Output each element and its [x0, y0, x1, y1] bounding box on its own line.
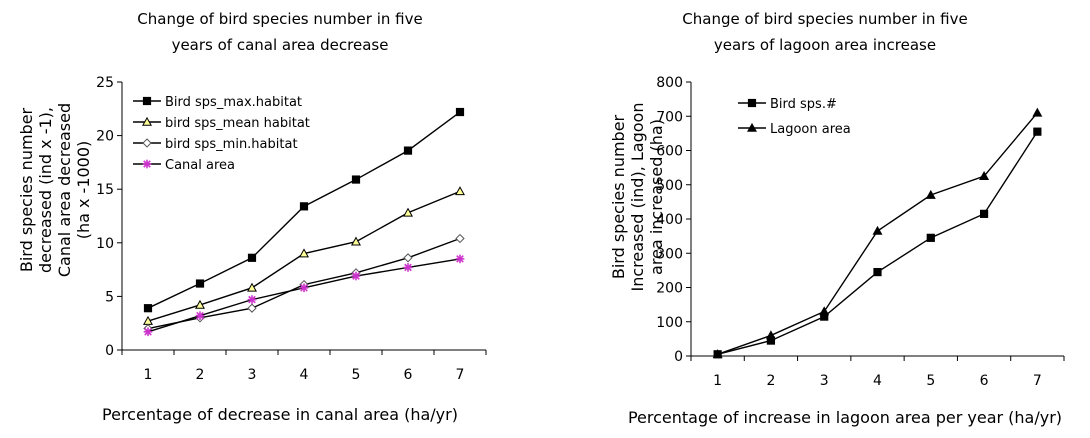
- data-point: [299, 283, 309, 293]
- x-axis-label: Percentage of decrease in canal area (ha…: [102, 405, 458, 424]
- x-axis-label: Percentage of increase in lagoon area pe…: [627, 408, 1063, 427]
- legend-marker: [142, 116, 152, 126]
- x-tick-label: 5: [352, 367, 361, 383]
- data-point: [143, 327, 153, 337]
- legend-marker: [142, 96, 152, 106]
- data-point: [247, 282, 257, 292]
- data-point: [873, 267, 882, 277]
- y-tick-label: 100: [656, 315, 683, 331]
- data-point: [195, 311, 205, 321]
- x-tick-label: 4: [300, 367, 309, 383]
- chart-canal-decrease: Change of bird species number in five ye…: [17, 6, 487, 424]
- data-point: [195, 279, 205, 288]
- data-point: [195, 299, 205, 309]
- x-tick-label: 1: [713, 373, 722, 389]
- x-tick-label: 6: [404, 367, 413, 383]
- y-tick-label: 10: [96, 236, 114, 252]
- legend-label: bird sps_mean habitat: [165, 116, 310, 131]
- data-point: [143, 304, 153, 313]
- chart-title: Change of bird species number in five ye…: [635, 6, 1015, 58]
- chart-title-line-2: years of lagoon area increase: [713, 36, 937, 54]
- legend-marker: [142, 159, 152, 169]
- data-point: [1033, 127, 1042, 136]
- y-tick-label: 200: [656, 281, 683, 297]
- chart-title-line-1: Change of bird species number in five: [682, 10, 968, 28]
- legend-marker: [747, 98, 757, 108]
- data-point: [299, 248, 309, 258]
- x-tick-label: 4: [873, 373, 882, 389]
- data-point: [403, 207, 413, 217]
- series-line: [147, 258, 461, 333]
- legend-label: bird sps_min.habitat: [165, 137, 298, 152]
- y-tick-label: 600: [656, 144, 683, 160]
- x-tick-label: 3: [820, 373, 829, 389]
- data-point: [455, 186, 465, 196]
- data-point: [351, 271, 361, 281]
- y-tick-label: 700: [656, 109, 683, 125]
- y-tick-label: 0: [674, 349, 683, 365]
- data-point: [403, 146, 413, 155]
- data-point: [872, 225, 883, 235]
- legend-marker: [747, 122, 757, 132]
- chart-lagoon-increase: Change of bird species number in five ye…: [545, 0, 1090, 438]
- series-line: [717, 131, 1038, 355]
- y-tick-label: 300: [656, 246, 683, 262]
- x-tick-label: 6: [980, 373, 989, 389]
- data-point: [455, 107, 465, 117]
- data-point: [299, 202, 309, 211]
- data-point: [351, 236, 361, 246]
- y-tick-label: 800: [656, 75, 683, 91]
- legend-label: Canal area: [165, 158, 235, 173]
- legend-label: Lagoon area: [770, 122, 851, 137]
- x-tick-label: 1: [144, 367, 153, 383]
- x-tick-label: 7: [456, 367, 465, 383]
- x-tick-label: 2: [196, 367, 205, 383]
- y-tick-label: 25: [96, 75, 114, 91]
- legend-marker: [142, 138, 152, 148]
- data-point: [1032, 107, 1043, 117]
- data-point: [925, 189, 936, 199]
- data-point: [247, 253, 257, 262]
- data-point: [403, 263, 413, 272]
- data-point: [979, 209, 989, 218]
- x-tick-label: 5: [926, 373, 935, 389]
- x-tick-label: 2: [766, 373, 775, 389]
- data-point: [455, 233, 465, 244]
- x-tick-label: 3: [248, 367, 257, 383]
- x-tick-label: 7: [1033, 373, 1042, 389]
- data-point: [819, 306, 830, 316]
- y-tick-label: 20: [96, 129, 114, 145]
- plot-area: 0 100 200 300 400 500 600 700 800 1 2 3 4 5 6 7 Bird sps…: [656, 75, 1065, 389]
- y-tick-label: 500: [656, 178, 683, 194]
- data-point: [979, 171, 990, 180]
- chart-title-line-2: years of canal area decrease: [171, 36, 389, 54]
- legend-label: Bird sps_max.habitat: [165, 95, 302, 110]
- y-tick-label: 400: [656, 212, 683, 228]
- data-point: [765, 330, 776, 340]
- data-point: [712, 349, 723, 359]
- data-point: [926, 233, 935, 242]
- data-point: [351, 175, 361, 184]
- legend-label: Bird sps.#: [770, 97, 837, 112]
- data-point: [455, 254, 465, 264]
- data-point: [247, 303, 257, 313]
- y-tick-label: 0: [105, 343, 114, 359]
- data-point: [247, 295, 257, 304]
- data-point: [403, 253, 413, 263]
- plot-area: 0 5 10 15 20 25 1 2 3 4 5 6 7 Bird sps_max.habitatbir…: [96, 75, 487, 383]
- y-tick-label: 5: [105, 289, 114, 305]
- chart-title-line-1: Change of bird species number in five: [137, 10, 423, 28]
- y-tick-label: 15: [96, 182, 114, 198]
- chart-title: Change of bird species number in five ye…: [90, 6, 470, 58]
